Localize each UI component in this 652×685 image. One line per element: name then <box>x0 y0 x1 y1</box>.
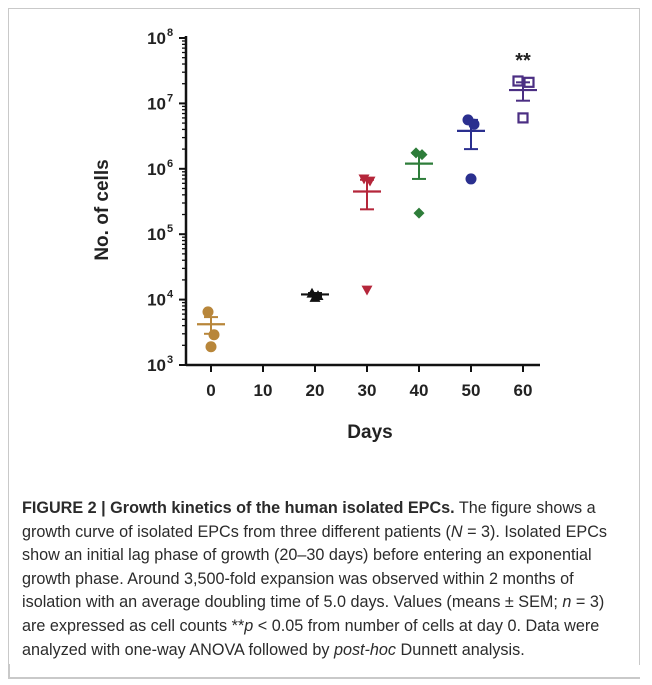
chart-ticks: 10 310 410 510 610 710 80 10 20 30 40 50 60 <box>147 27 532 400</box>
y-tick-label-6: 10 <box>147 160 166 179</box>
x-tick-label-40: 40 <box>410 381 429 400</box>
y-tick-exp-4: 4 <box>167 289 174 301</box>
data-point-day60 <box>512 75 524 87</box>
y-tick-label-7: 10 <box>147 94 166 113</box>
caption-text-4: < 0.05 from number of cells at day 0. Da… <box>22 616 600 659</box>
y-tick-exp-6: 6 <box>167 158 173 170</box>
data-point-day0 <box>202 306 214 318</box>
data-point-day40 <box>413 207 425 219</box>
caption-text-3: = 3) are expressed as cell counts ** <box>22 593 605 635</box>
y-tick-exp-8: 8 <box>167 27 173 39</box>
caption-italic-n: n <box>562 593 572 612</box>
y-tick-label-5: 10 <box>147 225 166 244</box>
significance-annotation: ** <box>515 50 531 72</box>
x-tick-label-50: 50 <box>462 381 481 400</box>
y-tick-exp-3: 3 <box>167 354 173 366</box>
figure-frame <box>8 8 640 665</box>
caption-italic-posthoc: post-hoc <box>333 640 397 659</box>
caption-title: FIGURE 2 | Growth kinetics of the human … <box>22 499 455 517</box>
data-point-day60 <box>517 112 529 124</box>
y-tick-label-8: 10 <box>147 29 166 48</box>
x-tick-label-20: 20 <box>306 381 325 400</box>
x-axis-label: Days <box>347 422 392 443</box>
y-tick-exp-7: 7 <box>167 92 173 104</box>
caption-text-2: = 3). Isolated EPCs show an initial lag … <box>22 522 607 612</box>
chart-axes <box>184 36 540 367</box>
growth-chart: 10 310 410 510 610 710 80 10 20 30 40 50 60 No. of c… <box>92 27 540 443</box>
chart-marks <box>197 75 537 353</box>
data-point-day30 <box>361 285 373 296</box>
caption-text-5: Dunnett analysis. <box>396 640 525 659</box>
figure-caption: FIGURE 2 | Growth kinetics of the human … <box>22 497 632 662</box>
x-tick-label-30: 30 <box>358 381 377 400</box>
data-point-day0 <box>205 341 217 353</box>
y-axis-label: No. of cells <box>92 159 113 260</box>
x-tick-label-0: 0 <box>206 381 215 400</box>
x-tick-label-10: 10 <box>254 381 273 400</box>
data-point-day50 <box>465 173 477 185</box>
x-tick-label-60: 60 <box>514 381 533 400</box>
y-tick-exp-5: 5 <box>167 223 173 235</box>
caption-italic-p: p <box>244 616 254 635</box>
y-tick-label-3: 10 <box>147 356 166 375</box>
caption-italic-N: N <box>450 522 463 541</box>
frame-edge <box>8 664 10 678</box>
y-tick-label-4: 10 <box>147 291 166 310</box>
figure-bottom-rule <box>8 677 640 679</box>
caption-text-1: The figure shows a growth curve of isola… <box>22 499 596 541</box>
